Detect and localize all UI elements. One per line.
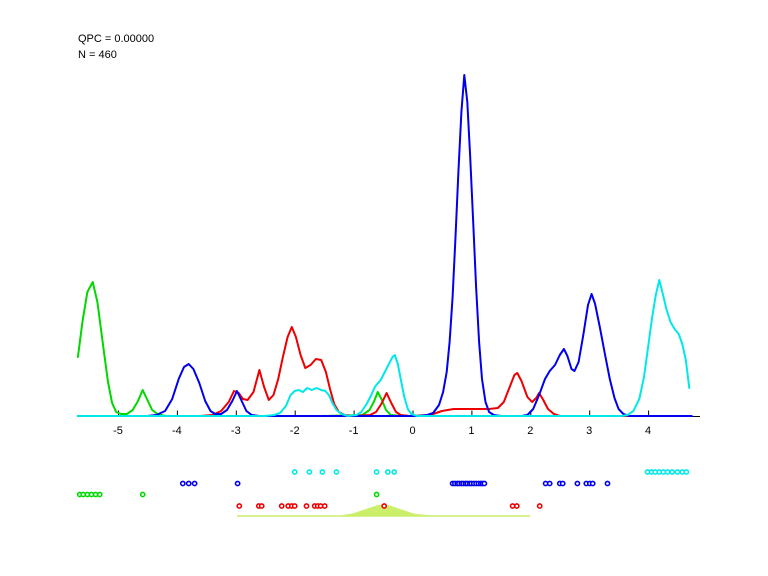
data-point	[683, 469, 690, 475]
n-value-label: N = 460	[78, 49, 117, 61]
data-point	[373, 469, 380, 475]
data-point	[381, 503, 388, 509]
data-point	[333, 469, 340, 475]
data-point	[373, 491, 380, 498]
curve-cyan-density	[76, 279, 691, 417]
qpc-value-label: QPC = 0.00000	[78, 33, 155, 45]
data-point	[546, 480, 553, 487]
data-point	[234, 480, 241, 487]
data-point	[664, 469, 671, 475]
data-point	[574, 480, 581, 487]
data-point	[669, 469, 676, 475]
data-point	[179, 480, 186, 487]
curve-green-density	[76, 281, 691, 417]
x-tick-label: 3	[586, 425, 592, 437]
x-tick-label: 0	[409, 425, 415, 437]
data-point	[291, 469, 298, 475]
data-point	[185, 480, 192, 487]
x-tick-label: -1	[349, 425, 359, 437]
x-tick-label: -4	[172, 425, 182, 437]
data-point	[236, 503, 243, 509]
data-point	[604, 480, 611, 487]
x-tick-label: 2	[527, 425, 533, 437]
overlay-density-shape	[237, 504, 531, 517]
data-point	[96, 491, 103, 498]
data-point	[321, 503, 328, 509]
x-tick-label: 1	[468, 425, 474, 437]
data-point	[384, 469, 391, 475]
x-tick-label: -2	[290, 425, 300, 437]
data-point	[258, 503, 265, 509]
data-point	[589, 480, 596, 487]
curve-blue-density	[76, 74, 693, 417]
data-point	[291, 503, 298, 509]
data-point	[536, 503, 543, 509]
data-point	[391, 469, 398, 475]
data-point	[306, 469, 313, 475]
data-point	[278, 503, 285, 509]
data-point	[481, 480, 488, 487]
overlay-density-area	[237, 504, 531, 517]
rug-row-green-points	[76, 491, 380, 498]
x-tick-label: -3	[231, 425, 241, 437]
data-point	[191, 480, 198, 487]
sample-point-rows	[76, 469, 690, 509]
annotation-block: QPC = 0.00000 N = 460	[78, 31, 154, 63]
x-tick-labels: -5 -4 -3 -2 -1 0 1 2 3 4	[113, 425, 651, 437]
data-point	[513, 503, 520, 509]
rug-row-cyan-points	[291, 469, 690, 475]
data-point	[674, 469, 681, 475]
x-tick-label: -5	[113, 425, 123, 437]
rug-row-red-points	[236, 503, 543, 509]
data-point	[139, 491, 146, 498]
data-point	[559, 480, 566, 487]
density-curves	[76, 74, 693, 417]
rug-row-blue-points	[179, 480, 611, 487]
x-tick-label: 4	[645, 425, 651, 437]
data-point	[319, 469, 326, 475]
data-point	[303, 503, 310, 509]
